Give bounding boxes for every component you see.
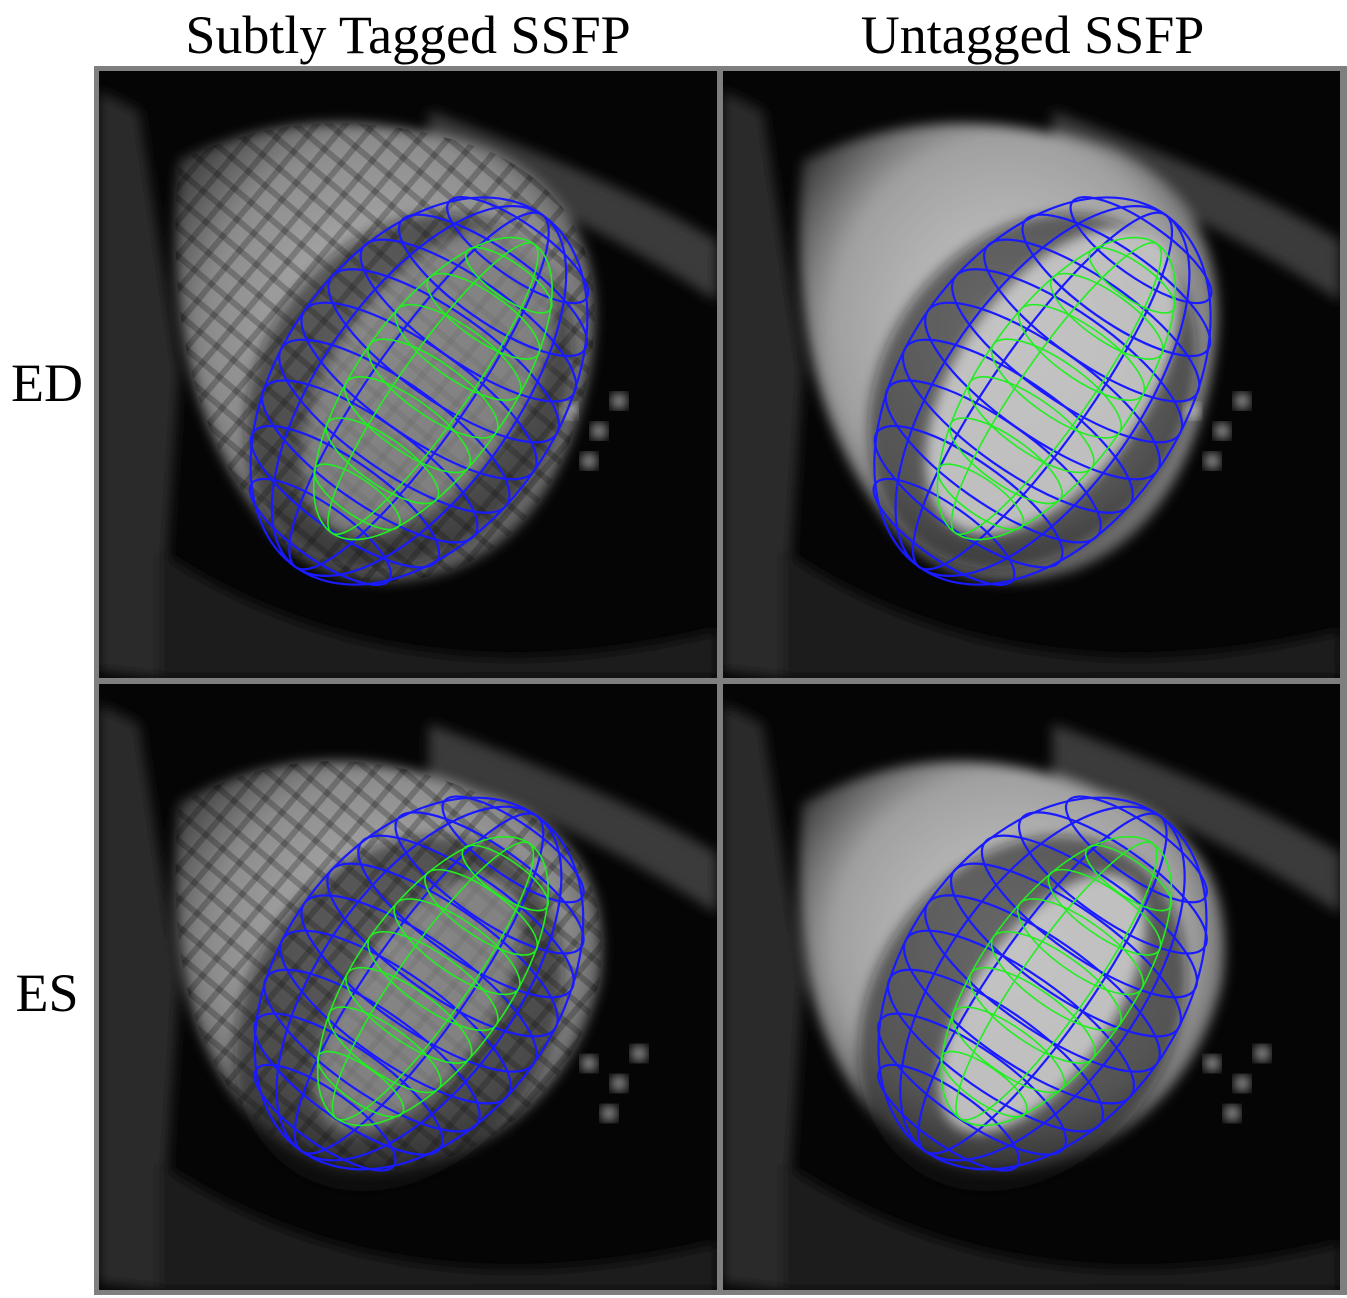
column-title-subtly-tagged: Subtly Tagged SSFP xyxy=(185,5,631,65)
mri-panel-ed-subtly-tagged xyxy=(99,71,717,678)
es-subtly-tagged-wireframe xyxy=(253,795,585,1172)
ed-untagged-wireframe xyxy=(872,196,1213,586)
ed-subtly-tagged-image xyxy=(99,71,717,678)
mri-panel-ed-untagged xyxy=(723,71,1340,678)
ed-subtly-tagged-wireframe xyxy=(248,196,590,586)
es-subtly-tagged-image xyxy=(99,684,717,1290)
row-label-ed: ED xyxy=(11,353,83,413)
es-untagged-image xyxy=(723,684,1340,1290)
mri-panel-es-subtly-tagged xyxy=(99,684,717,1290)
image-grid xyxy=(94,66,1347,1295)
ed-untagged-image xyxy=(723,71,1340,678)
row-label-es: ES xyxy=(15,963,79,1023)
es-untagged-wireframe xyxy=(877,795,1208,1172)
mri-panel-es-untagged xyxy=(723,684,1340,1290)
column-title-untagged: Untagged SSFP xyxy=(860,5,1205,65)
